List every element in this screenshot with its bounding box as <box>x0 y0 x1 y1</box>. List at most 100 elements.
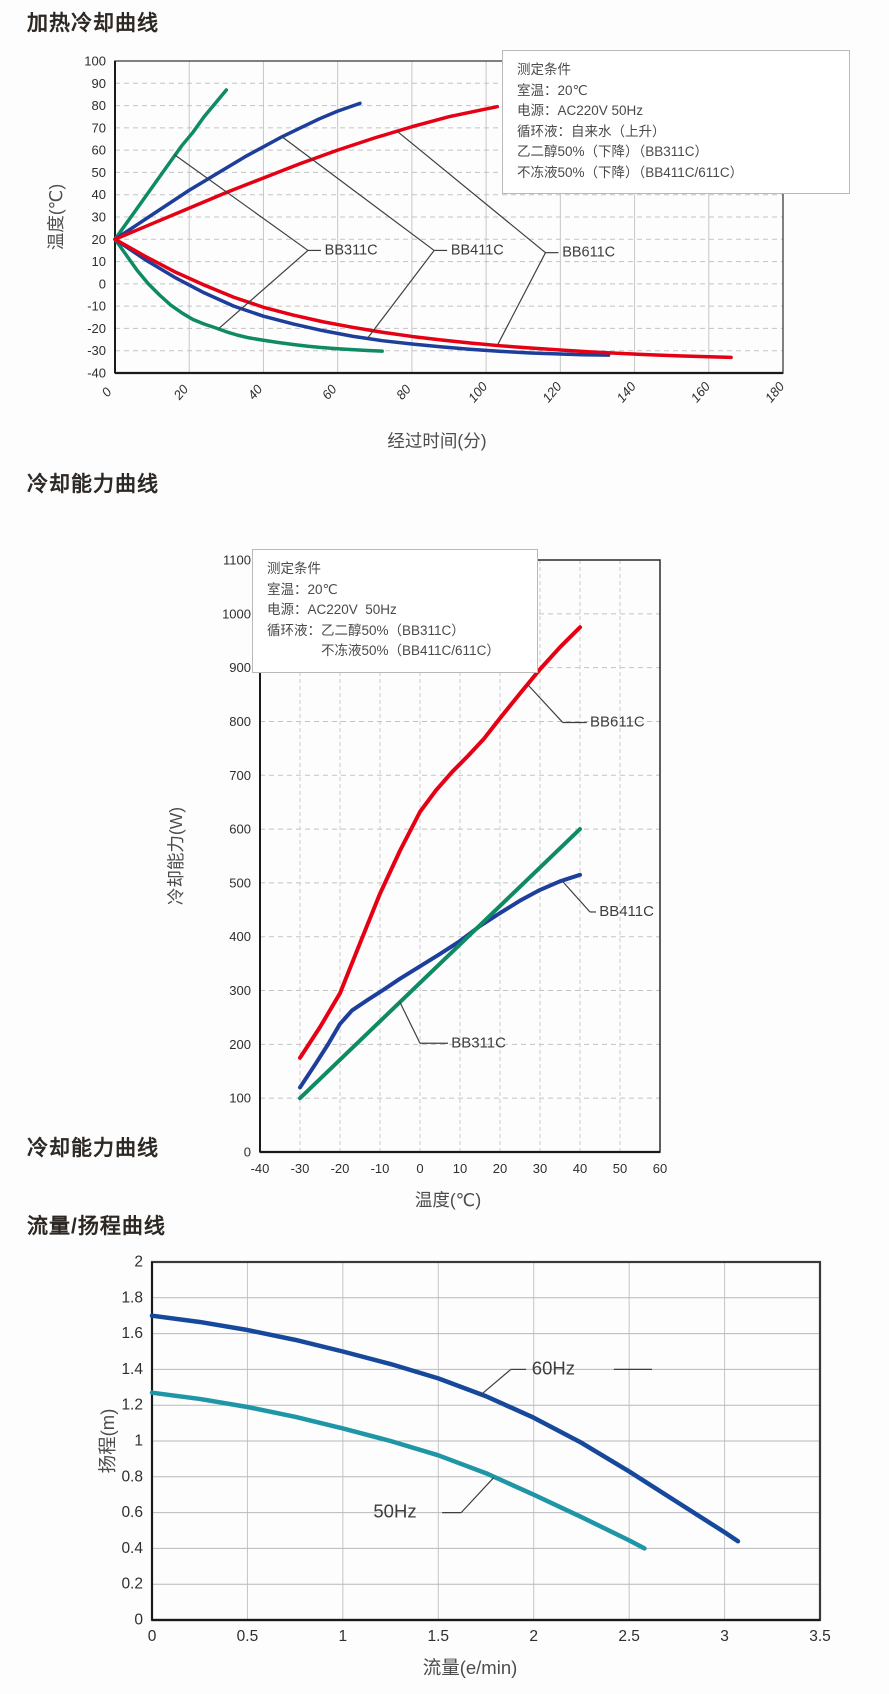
y-tick-label: 80 <box>92 98 106 113</box>
x-axis-title: 经过时间(分) <box>387 431 486 451</box>
y-tick-label: 30 <box>92 210 106 225</box>
y-tick-label: 1.4 <box>121 1361 143 1378</box>
x-tick-label: 30 <box>533 1161 547 1176</box>
y-tick-label: 0 <box>99 276 106 291</box>
section-title-cooling-capacity: 冷却能力曲线 <box>27 473 159 496</box>
y-tick-label: 1.6 <box>121 1325 143 1342</box>
curve-label-bb611c: BB611C <box>590 713 645 730</box>
x-tick-label: 3.5 <box>809 1628 831 1645</box>
y-axis-title: 冷却能力(W) <box>166 807 186 905</box>
y-tick-label: 70 <box>92 120 106 135</box>
x-tick-label: 180 <box>762 378 788 405</box>
x-tick-label: 1.5 <box>428 1628 450 1645</box>
y-tick-label: -30 <box>87 343 106 358</box>
y-tick-label: 500 <box>229 875 251 890</box>
leader-line <box>366 250 435 339</box>
heating-cooling-chart: 0 20 40 60 80 100 120 140 160 180 -40 -30 -20 -10 0 10 2… <box>46 54 788 452</box>
curve-label-bb611c: BB611C <box>562 244 615 260</box>
x-tick-label: -20 <box>331 1161 350 1176</box>
y-tick-label: 200 <box>229 1037 251 1052</box>
y-tick-label: 800 <box>229 714 251 729</box>
y-tick-label: 1100 <box>223 553 251 568</box>
condition-line: 电源：AC220V 50Hz <box>517 103 644 119</box>
y-tick-label: 0.2 <box>121 1576 143 1593</box>
series-bb311c <box>298 827 582 1101</box>
section-title-heating-cooling: 加热冷却曲线 <box>27 12 159 35</box>
x-tick-label: 0 <box>416 1161 423 1176</box>
series-bb611c <box>298 625 582 1060</box>
condition-line: 循环液：乙二醇50%（BB311C） <box>267 622 465 638</box>
x-axis-title: 温度(℃) <box>415 1190 481 1210</box>
curve-label-bb411c: BB411C <box>599 903 654 920</box>
y-tick-label: 400 <box>229 929 251 944</box>
y-tick-label: 40 <box>92 187 106 202</box>
y-tick-label: 900 <box>229 660 251 675</box>
y-axis-title: 温度(℃) <box>46 184 66 250</box>
y-tick-label: 1.2 <box>121 1397 143 1414</box>
x-tick-label: 140 <box>613 378 639 405</box>
x-tick-label: 120 <box>539 378 565 405</box>
x-tick-label: 160 <box>688 378 714 405</box>
condition-line: 测定条件 <box>267 561 321 576</box>
leader-line <box>399 1002 421 1044</box>
y-tick-label: 60 <box>92 143 106 158</box>
curve-label-60hz: 60Hz <box>532 1357 575 1378</box>
x-tick-label: 60 <box>319 381 340 402</box>
leader-line <box>496 252 547 346</box>
y-tick-label: 100 <box>229 1091 251 1106</box>
x-tick-label: 0 <box>148 1628 157 1645</box>
y-tick-label: 0 <box>134 1612 143 1629</box>
x-tick-label: 80 <box>393 381 414 402</box>
condition-line: 室温：20℃ <box>517 82 588 98</box>
curve-label-bb311c: BB311C <box>451 1034 506 1051</box>
curve-label-bb311c: BB311C <box>325 242 378 258</box>
condition-line: 循环液：自来水（上升） <box>517 123 666 139</box>
leader-line <box>479 1368 512 1396</box>
y-tick-label: 0.4 <box>121 1540 143 1557</box>
y-tick-label: 0.6 <box>121 1504 143 1521</box>
x-tick-label: 100 <box>465 378 491 405</box>
y-tick-label: 20 <box>92 232 106 247</box>
y-tick-label: 90 <box>92 76 106 91</box>
leader-line <box>396 130 546 254</box>
measurement-conditions-box-1: 测定条件 室温：20℃ 电源：AC220V 50Hz 循环液：自来水（上升） 乙二醇50… <box>502 50 850 195</box>
x-tick-label: 0.5 <box>237 1628 259 1645</box>
x-tick-label: 20 <box>170 381 192 403</box>
y-tick-label: 2 <box>134 1254 143 1271</box>
series-bb311c-heating <box>113 88 229 242</box>
leader-line <box>174 154 309 251</box>
cooling-capacity-chart: -40 -30 -20 -10 0 10 20 30 40 50 60010020030040050… <box>166 553 667 1211</box>
y-tick-label: 50 <box>92 165 106 180</box>
x-axis-title: 流量(e/min) <box>423 1657 518 1678</box>
x-tick-label: -40 <box>251 1161 270 1176</box>
y-tick-label: 1000 <box>222 606 251 621</box>
x-tick-label: -30 <box>291 1161 310 1176</box>
x-tick-label: 40 <box>245 381 266 402</box>
y-tick-label: 0 <box>244 1145 251 1160</box>
series-bb411c <box>298 872 582 1090</box>
series-bb611c-heating <box>113 104 499 242</box>
series-60hz <box>149 1313 741 1544</box>
series-bb411c-heating <box>113 101 362 242</box>
condition-line: 不冻液50%（BB411C/611C） <box>267 643 500 659</box>
curve-label-50hz: 50Hz <box>373 1500 416 1521</box>
y-tick-label: 100 <box>84 54 106 69</box>
y-tick-label: -10 <box>87 299 106 314</box>
x-tick-label: 1 <box>339 1628 348 1645</box>
condition-line: 室温：20℃ <box>267 581 338 597</box>
condition-line: 不冻液50%（下降）（BB411C/611C） <box>517 164 744 180</box>
x-tick-label: 60 <box>653 1161 667 1176</box>
section-title-cooling-capacity-footer: 冷却能力曲线 <box>27 1137 159 1160</box>
x-tick-label: 2 <box>529 1628 538 1645</box>
x-tick-label: -10 <box>371 1161 390 1176</box>
y-tick-label: 1 <box>134 1433 143 1450</box>
y-axis-title: 扬程(m) <box>97 1409 118 1474</box>
condition-line: 电源：AC220V 50Hz <box>267 602 397 618</box>
y-tick-label: 10 <box>92 254 106 269</box>
y-tick-label: 0.8 <box>121 1468 143 1485</box>
y-tick-label: -20 <box>87 321 106 336</box>
y-tick-label: 300 <box>229 983 251 998</box>
leader-line <box>527 684 564 723</box>
leader-line <box>218 249 309 329</box>
